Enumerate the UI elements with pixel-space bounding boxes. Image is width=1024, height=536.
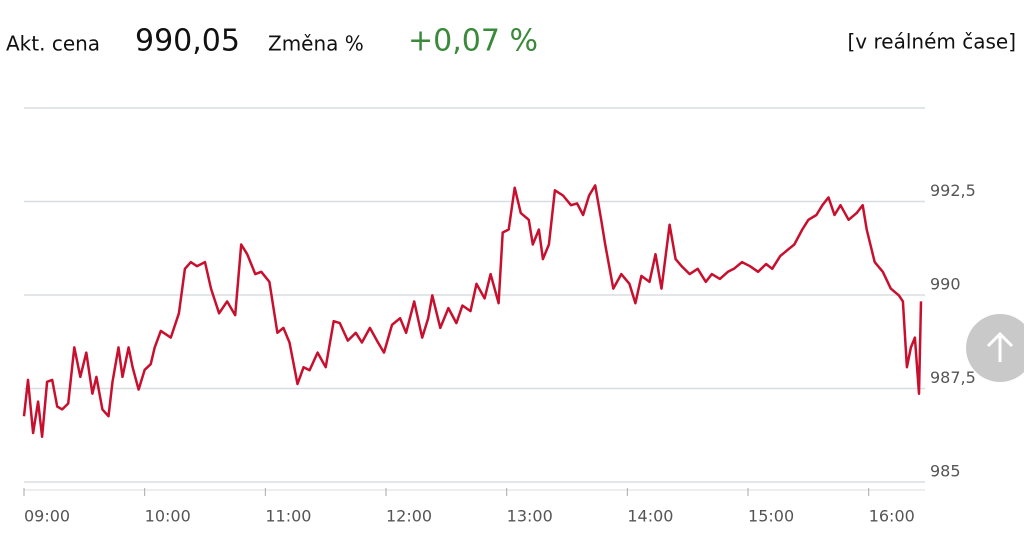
x-tick-label: 15:00 [748, 507, 794, 526]
scroll-top-circle[interactable] [966, 314, 1024, 382]
x-tick-label: 14:00 [627, 507, 673, 526]
price-line [22, 184, 923, 438]
realtime-mode: [v reálném čase] [848, 30, 1017, 54]
change: +0,07 % [408, 24, 538, 59]
price-label: Akt. cena [6, 32, 100, 56]
y-tick-label: 985 [930, 462, 961, 481]
x-tick-label: 12:00 [386, 507, 432, 526]
x-tick-label: 09:00 [24, 507, 70, 526]
x-tick-label: 13:00 [507, 507, 553, 526]
scroll-top-button[interactable] [966, 314, 1024, 382]
arrow-up-icon[interactable] [986, 331, 1014, 362]
price: 990,05 [135, 24, 240, 59]
x-tick-label: 10:00 [145, 507, 191, 526]
y-tick-label: 987,5 [930, 368, 976, 387]
change-label: Změna % [268, 32, 364, 56]
x-tick-label: 16:00 [869, 507, 915, 526]
x-tick-label: 11:00 [265, 507, 311, 526]
y-tick-label: 992,5 [930, 181, 976, 200]
y-tick-label: 990 [930, 275, 961, 294]
